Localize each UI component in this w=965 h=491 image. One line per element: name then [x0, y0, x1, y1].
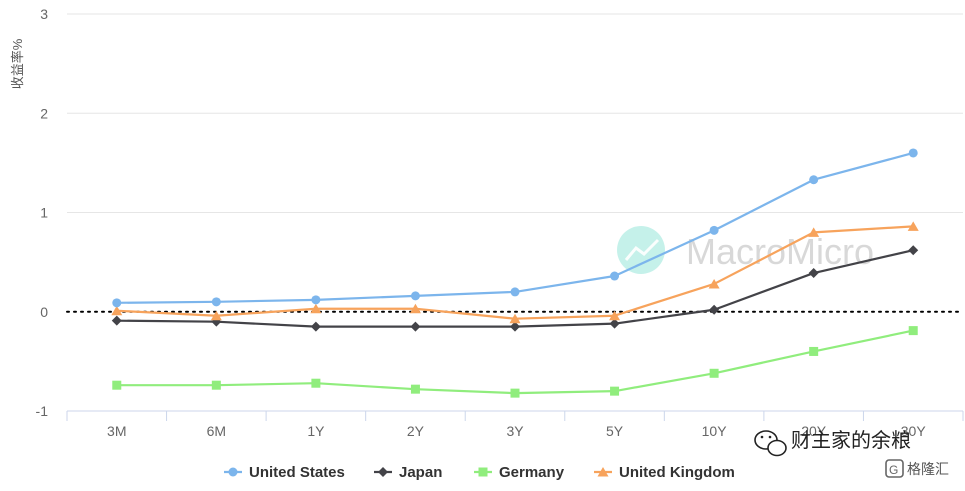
legend-marker-japan: [378, 467, 388, 477]
x-tick-label: 5Y: [606, 423, 624, 439]
legend-marker-united-kingdom: [597, 467, 609, 477]
data-point-germany: [610, 386, 620, 396]
data-point-germany: [311, 378, 321, 388]
data-point-japan: [310, 321, 321, 332]
overlay: 财主家的余粮 G 格隆汇: [754, 429, 949, 478]
legend-label-united-kingdom: United Kingdom: [619, 464, 735, 481]
legend-label-united-states: United States: [249, 464, 345, 481]
data-point-germany: [908, 326, 918, 336]
legend-marker-germany: [478, 467, 488, 477]
data-point-united-states: [211, 297, 221, 307]
data-point-united-kingdom: [210, 310, 222, 321]
data-point-germany: [809, 346, 819, 356]
data-point-united-kingdom: [808, 227, 820, 237]
data-point-united-kingdom: [111, 305, 123, 316]
data-point-japan: [908, 245, 919, 256]
y-tick-label: 0: [40, 304, 48, 320]
data-point-united-kingdom: [509, 313, 521, 324]
y-tick-label: 2: [40, 105, 48, 121]
y-tick-label: 1: [40, 205, 48, 221]
data-point-united-states: [410, 291, 420, 301]
series-germany: [112, 326, 918, 398]
series-layer: [111, 148, 919, 398]
data-point-united-kingdom: [310, 303, 322, 314]
data-point-japan: [410, 321, 421, 332]
wechat-account-name: 财主家的余粮: [791, 429, 911, 452]
x-tick-label: 3Y: [506, 423, 524, 439]
x-tick-label: 3M: [107, 423, 126, 439]
series-united-kingdom: [111, 221, 919, 324]
legend-label-japan: Japan: [399, 464, 442, 481]
legend: United States Japan Germany United Kingdom: [224, 464, 735, 481]
x-tick-label: 2Y: [407, 423, 425, 439]
data-point-japan: [609, 318, 620, 329]
watermark-text: MacroMicro: [686, 231, 874, 272]
data-point-japan: [111, 315, 122, 326]
y-axis-label: 收益率%: [10, 38, 25, 89]
data-point-germany: [510, 388, 520, 398]
data-point-united-kingdom: [409, 303, 421, 314]
x-tick-label: 1Y: [307, 423, 325, 439]
data-point-united-states: [112, 298, 122, 308]
series-line-germany: [116, 329, 914, 395]
svg-text:G: G: [889, 463, 898, 477]
y-tick-label: -1: [36, 403, 49, 419]
series-united-states: [112, 148, 918, 308]
legend-item-united-states: United States: [224, 464, 345, 481]
data-point-united-kingdom: [708, 278, 720, 289]
legend-item-japan: Japan: [374, 464, 442, 481]
legend-label-germany: Germany: [499, 464, 565, 481]
data-point-germany: [410, 384, 420, 394]
data-point-united-states: [510, 287, 520, 297]
data-point-united-kingdom: [907, 221, 919, 231]
watermark-logo-line: [624, 238, 660, 261]
gelonghui-badge-text: 格隆汇: [907, 461, 949, 477]
legend-marker-united-states: [228, 467, 238, 477]
x-tick-label: 6M: [207, 423, 226, 439]
data-point-united-kingdom: [609, 310, 621, 321]
data-point-japan: [709, 304, 720, 315]
wechat-icon: [754, 430, 787, 457]
x-tick-label: 30Y: [901, 423, 927, 439]
data-point-germany: [211, 380, 221, 390]
y-tick-label: 3: [40, 6, 48, 22]
legend-item-united-kingdom: United Kingdom: [594, 464, 735, 481]
axis-layer: 3 2 1 0 -1 3M 6M 1Y 2Y 3Y 5Y 10Y 20Y 30Y: [36, 6, 964, 439]
data-point-japan: [510, 321, 520, 332]
watermark: MacroMicro: [617, 226, 874, 274]
series-japan: [111, 245, 919, 332]
data-point-united-states: [709, 225, 719, 235]
x-tick-label: 10Y: [702, 423, 728, 439]
data-point-japan: [808, 268, 819, 279]
data-point-united-states: [610, 271, 620, 281]
legend-item-germany: Germany: [474, 464, 565, 481]
data-point-united-states: [809, 175, 819, 185]
data-point-germany: [709, 368, 719, 378]
data-point-united-states: [908, 148, 918, 158]
x-tick-label: 20Y: [801, 423, 827, 439]
data-point-germany: [112, 380, 122, 390]
data-point-united-states: [311, 295, 321, 305]
gelonghui-logo-icon: G: [885, 459, 904, 478]
